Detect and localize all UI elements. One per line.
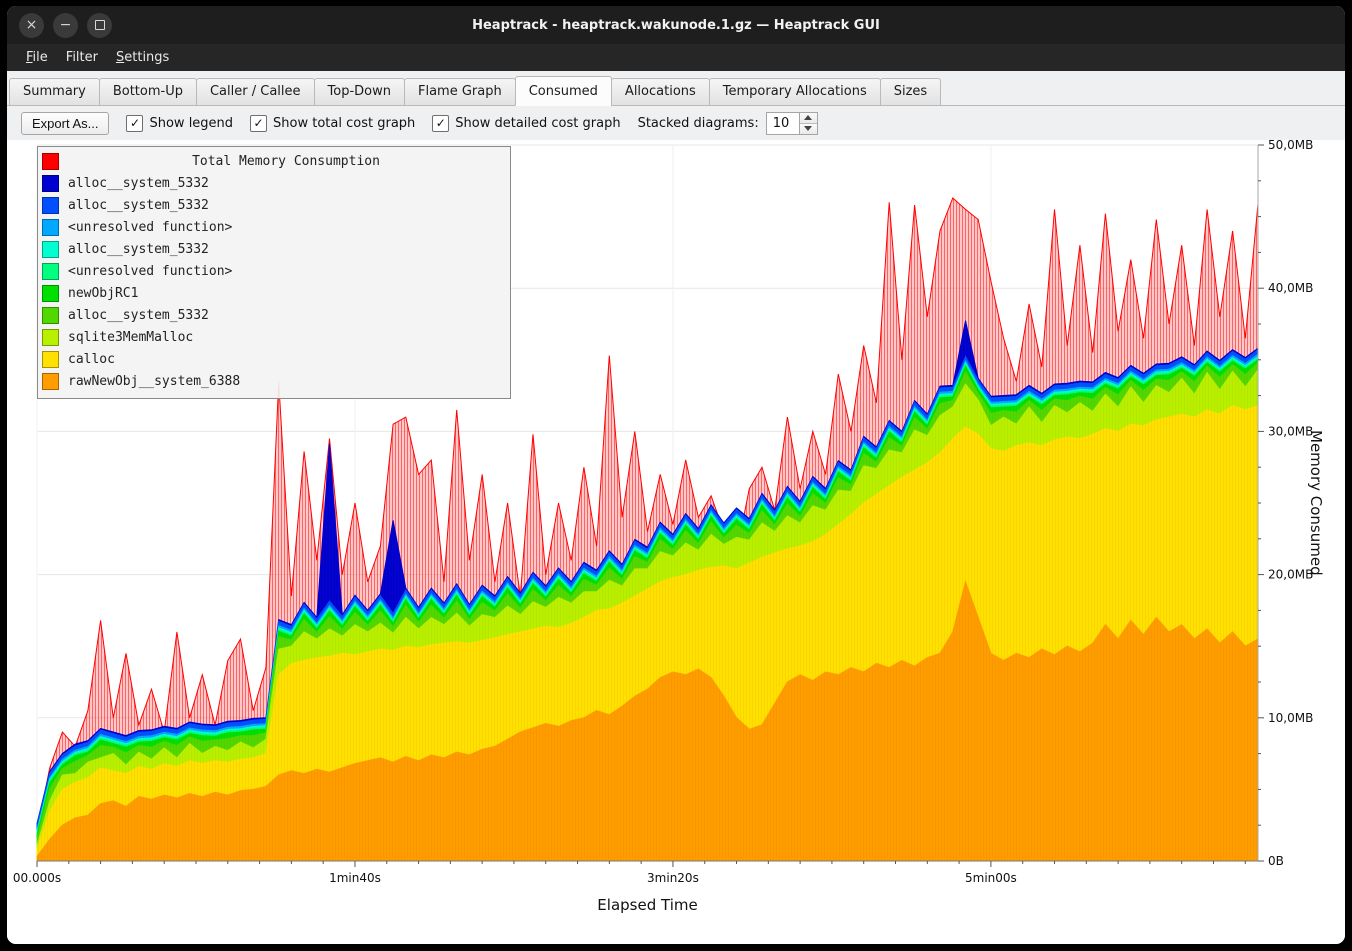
checkbox-label: Show legend	[149, 115, 234, 131]
checkbox-box: ✓	[432, 114, 450, 132]
checkbox-show-detailed-cost-graph[interactable]: ✓ Show detailed cost graph	[432, 114, 621, 132]
maximize-button[interactable]	[87, 12, 112, 38]
legend-swatch	[42, 372, 59, 390]
y-tick-label: 20,0MB	[1268, 568, 1313, 582]
checkbox-show-total-cost-graph[interactable]: ✓ Show total cost graph	[250, 114, 416, 132]
tab-top-down[interactable]: Top-Down	[313, 78, 405, 106]
legend-label: alloc__system_5332	[68, 197, 209, 213]
stacked-diagrams-control: Stacked diagrams: 10	[637, 111, 818, 135]
legend-swatch	[42, 328, 59, 346]
close-button[interactable]: ×	[19, 12, 44, 38]
legend-row-rawnewobj-system-6388: rawNewObj__system_6388	[42, 370, 504, 392]
y-tick-label: 30,0MB	[1268, 424, 1313, 438]
tab-consumed[interactable]: Consumed	[514, 76, 612, 106]
checkbox-label: Show detailed cost graph	[455, 115, 621, 131]
toolbar: Export As... ✓ Show legend ✓ Show total cos…	[7, 106, 1345, 140]
legend-row-alloc-system-5332: alloc__system_5332	[42, 194, 504, 216]
y-tick-label: 0B	[1268, 854, 1284, 868]
x-tick-label: 1min40s	[329, 871, 381, 885]
y-tick-label: 10,0MB	[1268, 711, 1313, 725]
tab-bottom-up[interactable]: Bottom-Up	[98, 78, 197, 106]
tab-flame-graph[interactable]: Flame Graph	[403, 78, 516, 106]
legend-row-newobjrc1: newObjRC1	[42, 282, 504, 304]
legend-label: rawNewObj__system_6388	[68, 373, 241, 389]
legend-row-unresolved-function: <unresolved function>	[42, 216, 504, 238]
spin-buttons	[798, 111, 818, 135]
tab-temporary-allocations[interactable]: Temporary Allocations	[708, 78, 881, 106]
legend-label: <unresolved function>	[68, 219, 233, 235]
legend-title-row: Total Memory Consumption	[42, 150, 504, 172]
legend-row-sqlite3memmalloc: sqlite3MemMalloc	[42, 326, 504, 348]
legend-row-alloc-system-5332: alloc__system_5332	[42, 238, 504, 260]
titlebar: × − Heaptrack - heaptrack.wakunode.1.gz …	[7, 6, 1345, 44]
legend-label: alloc__system_5332	[68, 307, 209, 323]
legend-label: alloc__system_5332	[68, 241, 209, 257]
legend-swatch	[42, 240, 59, 258]
export-as-button[interactable]: Export As...	[21, 111, 110, 135]
checkbox-box: ✓	[250, 114, 268, 132]
y-axis-title: Memory Consumed	[1307, 430, 1325, 576]
menu-item-filter[interactable]: Filter	[65, 50, 98, 65]
chevron-down-icon	[804, 126, 813, 131]
stacked-diagrams-spinbox: 10	[765, 111, 818, 135]
legend-swatch	[42, 306, 59, 324]
chart-legend: Total Memory Consumption alloc__system_5…	[37, 146, 511, 399]
window-title: Heaptrack - heaptrack.wakunode.1.gz — He…	[472, 17, 880, 33]
total-memory-swatch	[42, 152, 59, 170]
legend-entries: alloc__system_5332 alloc__system_5332 <unr…	[42, 172, 504, 392]
checkbox-box: ✓	[126, 114, 144, 132]
stacked-diagrams-label: Stacked diagrams:	[637, 115, 759, 131]
y-tick-label: 40,0MB	[1268, 281, 1313, 295]
chart-region: 0B 10,0MB 20,0MB 30,0MB 40,0MB 50,0MB 00.000s 1…	[7, 140, 1345, 944]
x-axis-title: Elapsed Time	[597, 896, 698, 914]
legend-swatch	[42, 284, 59, 302]
tab-bar: Summary Bottom-Up Caller / Callee Top-Down F…	[7, 71, 1345, 106]
legend-swatch	[42, 218, 59, 236]
legend-label: <unresolved function>	[68, 263, 233, 279]
checkbox-show-legend[interactable]: ✓ Show legend	[126, 114, 234, 132]
close-icon: ×	[25, 17, 38, 33]
legend-row-alloc-system-5332: alloc__system_5332	[42, 172, 504, 194]
legend-label: alloc__system_5332	[68, 175, 209, 191]
legend-swatch	[42, 174, 59, 192]
window-controls: × −	[19, 6, 112, 44]
legend-row-calloc: calloc	[42, 348, 504, 370]
memory-consumption-chart[interactable]: 0B 10,0MB 20,0MB 30,0MB 40,0MB 50,0MB 00.000s 1…	[7, 140, 1345, 944]
chevron-up-icon	[804, 115, 813, 120]
minimize-button[interactable]: −	[53, 12, 78, 38]
tab-summary[interactable]: Summary	[9, 78, 100, 106]
tab-sizes[interactable]: Sizes	[879, 78, 942, 106]
menu-item-settings[interactable]: Settings	[115, 50, 170, 65]
spin-down-button[interactable]	[799, 123, 817, 134]
x-tick-label: 3min20s	[647, 871, 699, 885]
toolbar-checkboxes: ✓ Show legend ✓ Show total cost graph ✓ Show …	[126, 114, 621, 132]
tab-allocations[interactable]: Allocations	[610, 78, 710, 106]
legend-row-unresolved-function: <unresolved function>	[42, 260, 504, 282]
legend-row-alloc-system-5332: alloc__system_5332	[42, 304, 504, 326]
x-tick-label: 00.000s	[13, 871, 61, 885]
maximize-icon	[94, 20, 105, 30]
x-tick-label: 5min00s	[965, 871, 1017, 885]
menubar: File Filter Settings	[7, 44, 1345, 71]
legend-label: sqlite3MemMalloc	[68, 329, 194, 345]
spin-up-button[interactable]	[799, 112, 817, 124]
legend-swatch	[42, 350, 59, 368]
stacked-diagrams-value[interactable]: 10	[765, 111, 799, 135]
legend-title: Total Memory Consumption	[192, 153, 380, 169]
legend-label: calloc	[68, 351, 115, 367]
stack-texture	[37, 320, 1258, 862]
legend-swatch	[42, 196, 59, 214]
menu-item-file[interactable]: File	[26, 50, 48, 65]
y-tick-label: 50,0MB	[1268, 140, 1313, 152]
legend-label: newObjRC1	[68, 285, 139, 301]
heaptrack-window: × − Heaptrack - heaptrack.wakunode.1.gz …	[7, 6, 1345, 944]
tab-caller-callee[interactable]: Caller / Callee	[195, 78, 315, 106]
legend-swatch	[42, 262, 59, 280]
checkbox-label: Show total cost graph	[273, 115, 416, 131]
minimize-icon: −	[59, 17, 72, 33]
